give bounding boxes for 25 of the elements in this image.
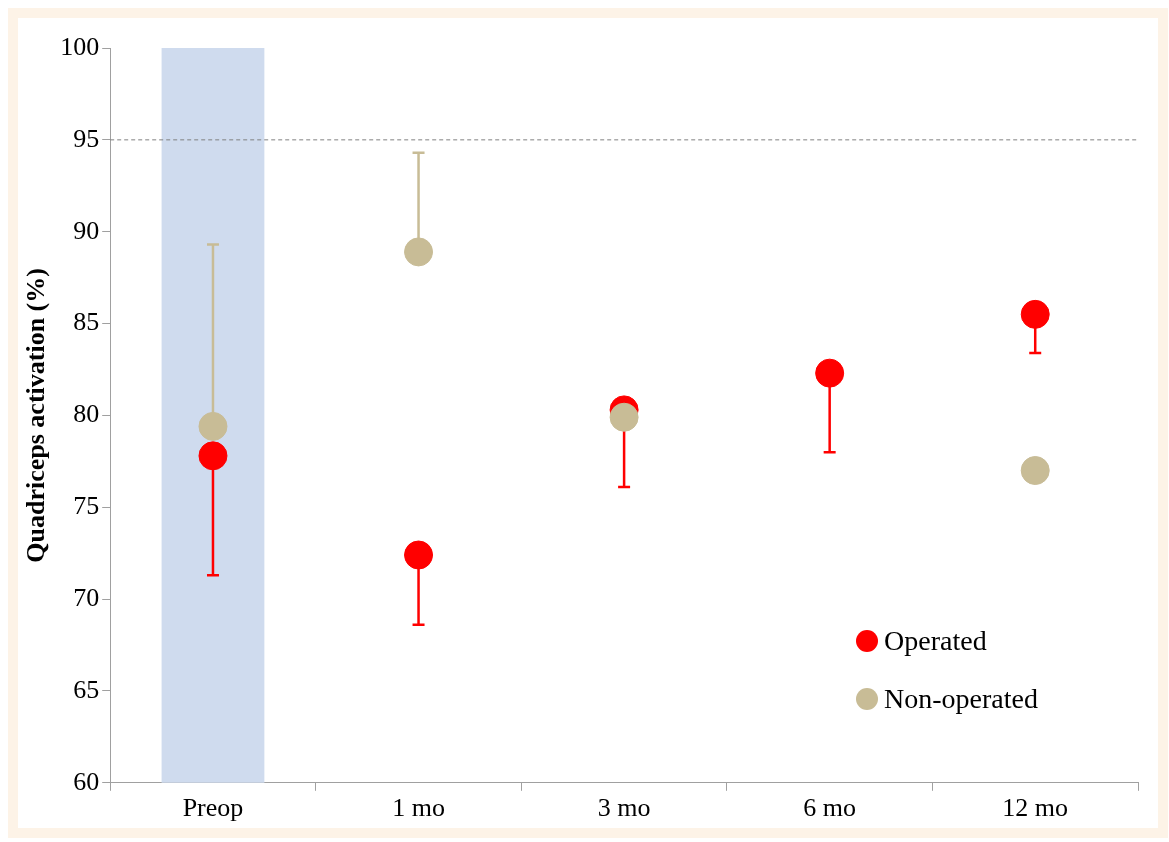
y-tick-label: 65: [73, 674, 100, 704]
legend-label: Non-operated: [884, 682, 1038, 716]
point: [404, 237, 434, 267]
y-tick-label: 75: [73, 491, 100, 521]
point: [198, 441, 228, 471]
y-tick-label: 60: [73, 766, 100, 796]
point: [609, 402, 639, 432]
point: [198, 411, 228, 441]
legend-label: Operated: [884, 624, 987, 658]
point: [1020, 456, 1050, 486]
y-tick-label: 85: [73, 307, 100, 337]
y-tick-label: 95: [73, 123, 100, 153]
y-tick-label: 90: [73, 215, 100, 245]
point: [815, 358, 845, 388]
y-tick-label: 80: [73, 399, 100, 429]
x-tick-label: 6 mo: [803, 793, 857, 823]
x-tick-label: 1 mo: [392, 793, 445, 823]
y-tick-label: 70: [73, 582, 100, 612]
y-axis-title: Quadriceps activation (%): [21, 268, 51, 563]
x-tick-label: 3 mo: [597, 793, 651, 823]
x-tick-label: 12 mo: [1002, 793, 1069, 823]
point: [1020, 299, 1050, 329]
x-tick-label: Preop: [182, 793, 244, 823]
y-tick-label: 100: [60, 31, 100, 61]
point: [404, 540, 434, 570]
